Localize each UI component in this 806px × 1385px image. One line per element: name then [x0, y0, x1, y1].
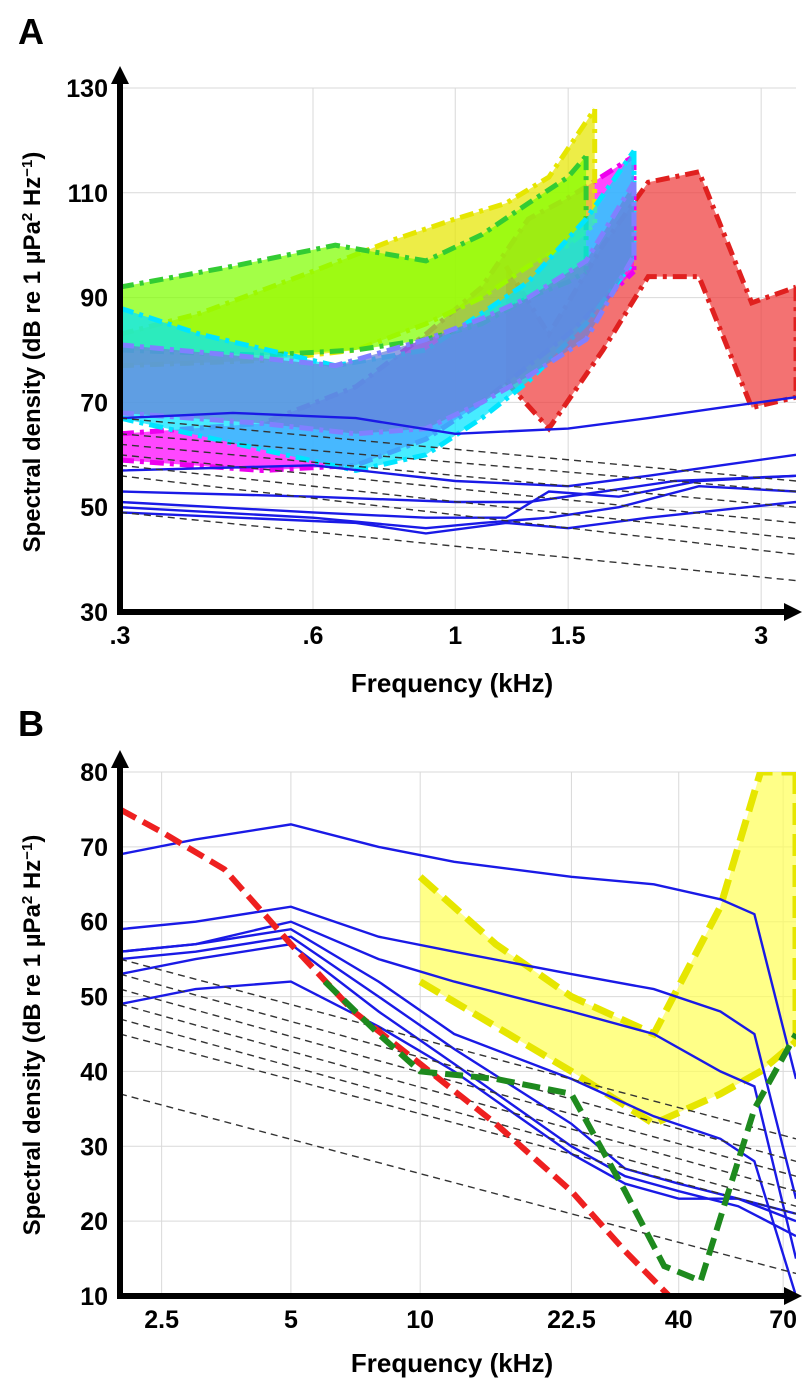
panel-a: A .3 .6 1 1.5 3 30 50 70 90 110 130 Frequency (kH…	[18, 11, 802, 698]
panel-b-y-tick-label-0: 10	[80, 1283, 108, 1311]
panel-b-solid-line-0	[120, 823, 796, 1080]
panel-a-x-axis-arrow	[784, 603, 802, 621]
panel-a-dashed-line-2	[120, 443, 796, 508]
panel-a-x-tick-label-4: 3	[754, 622, 768, 650]
panel-b-y-tick-label-3: 40	[80, 1058, 108, 1086]
panel-b-x-tick-label-5: 70	[769, 1306, 797, 1334]
panel-b-axes	[111, 750, 802, 1305]
panel-a-y-axis-label-part-0: Spectral density (dB re 1 µPa	[19, 220, 46, 552]
panel-a-dashed-line-6	[120, 511, 796, 582]
panel-b-y-axis-label-part-0: Spectral density (dB re 1 µPa	[19, 903, 46, 1235]
panel-b-y-axis-label: Spectral density (dB re 1 µPa2 Hz−1)	[19, 835, 47, 1236]
panel-b-dashed-line-1	[120, 973, 796, 1162]
panel-b-y-tick-label-7: 80	[80, 759, 108, 787]
panel-b-x-axis-label: Frequency (kHz)	[351, 1348, 553, 1378]
panel-a-y-tick-label-5: 130	[66, 75, 108, 103]
panel-b-dashed-line-4	[120, 1018, 796, 1207]
panel-a-y-axis-label-part-2: Hz	[19, 177, 46, 213]
panel-b-dashed-thick-lines	[120, 806, 796, 1296]
panel-b-y-axis-arrow	[111, 750, 129, 768]
panel-a-solid-line-3	[120, 474, 796, 519]
panel-b-solid-line-1	[120, 905, 796, 1199]
panel-b-x-tick-label-1: 5	[284, 1306, 298, 1334]
panel-b-dashed-line-2	[120, 988, 796, 1177]
panel-b-dashed-line-5	[120, 1033, 796, 1215]
panel-a-band-fill-3	[120, 156, 587, 356]
panel-a-y-tick-label-0: 30	[80, 599, 108, 627]
panel-b-y-axis-label-part-2: Hz	[19, 860, 46, 896]
panel-a-solid-line-4	[120, 484, 796, 530]
panel-b-y-ticks: 10 20 30 40 50 60 70 80	[80, 759, 108, 1311]
panel-a-y-axis-label-part-4: )	[19, 152, 46, 160]
panel-b-x-axis-arrow	[784, 1287, 802, 1305]
panel-b-x-tick-label-0: 2.5	[144, 1306, 179, 1334]
panel-a-x-tick-label-3: 1.5	[551, 622, 586, 650]
panel-b-y-tick-label-1: 20	[80, 1208, 108, 1236]
panel-a-solid-line-0	[120, 396, 796, 436]
panel-a-band-upper-3	[120, 154, 588, 290]
panel-b-x-ticks: 2.5 5 10 22.5 40 70	[144, 1306, 797, 1334]
panel-b-solid-line-4	[120, 935, 796, 1223]
panel-a-y-tick-label-2: 70	[80, 389, 108, 417]
panel-b-y-axis-label-part-4: )	[19, 835, 46, 843]
panel-a-band-lower-1	[120, 269, 636, 474]
panel-a-bands	[120, 107, 796, 474]
panel-b-y-axis-label-part-1: 2	[19, 896, 36, 904]
panel-b-x-tick-label-4: 40	[665, 1306, 693, 1334]
panel-a-dashed-line-5	[120, 475, 796, 556]
panel-b: B 2.5 5 10 22.5 40 70 10 20 30 40 50 60 70 80 Freque…	[18, 703, 802, 1378]
panel-b-y-axis-label-part-3: −1	[19, 843, 36, 860]
panel-b-x-tick-label-2: 10	[406, 1306, 434, 1334]
panel-a-band-upper-5	[120, 180, 637, 369]
panel-a-y-axis-arrow	[111, 66, 129, 84]
panel-a-band-lower-5	[120, 254, 637, 437]
panel-b-solid-lines	[120, 823, 796, 1296]
panel-b-band-lower-0	[418, 978, 796, 1128]
panel-a-x-tick-label-2: 1	[448, 622, 462, 650]
panel-b-dashed-line-6	[120, 1093, 796, 1275]
panel-a-x-axis-label: Frequency (kHz)	[351, 668, 553, 698]
panel-a-y-axis-label-part-1: 2	[19, 213, 36, 221]
panel-a-dashed-line-3	[120, 454, 796, 524]
panel-a-dashed-line-4	[120, 464, 796, 540]
panel-a-y-tick-label-4: 110	[68, 180, 108, 208]
panel-b-x-tick-label-3: 22.5	[547, 1306, 596, 1334]
panel-a-letter: A	[18, 11, 44, 52]
panel-b-y-tick-label-5: 60	[80, 909, 108, 937]
panel-a-band-lower-4	[120, 259, 636, 474]
panel-a-solid-line-5	[120, 500, 796, 535]
panel-b-green-dashed-line	[322, 979, 796, 1286]
panel-a-dashed-line-1	[120, 433, 796, 493]
panel-a-x-ticks: .3 .6 1 1.5 3	[110, 622, 769, 650]
panel-a-x-tick-label-0: .3	[110, 622, 131, 650]
panel-b-y-tick-label-4: 50	[80, 984, 108, 1012]
panel-b-dashed-line-0	[120, 958, 796, 1140]
panel-a-y-ticks: 30 50 70 90 110 130	[66, 75, 108, 627]
panel-a-y-tick-label-3: 90	[80, 285, 108, 313]
panel-b-solid-line-2	[120, 920, 796, 1259]
panel-a-y-tick-label-1: 50	[80, 494, 108, 522]
panel-b-y-tick-label-2: 30	[80, 1133, 108, 1161]
panel-b-y-tick-label-6: 70	[80, 834, 108, 862]
panel-a-y-axis-label-part-3: −1	[19, 160, 36, 177]
panel-b-solid-line-6	[120, 980, 796, 1215]
panel-a-band-fill-5	[120, 182, 634, 434]
panel-a-axes	[111, 66, 802, 621]
panel-a-dashed-lines	[120, 417, 796, 582]
panel-a-dashed-line-0	[120, 417, 796, 482]
panel-b-letter: B	[18, 703, 44, 744]
panel-a-y-axis-label: Spectral density (dB re 1 µPa2 Hz−1)	[19, 152, 47, 553]
panel-b-solid-line-3	[120, 927, 796, 1296]
panel-a-x-tick-label-1: .6	[303, 622, 324, 650]
